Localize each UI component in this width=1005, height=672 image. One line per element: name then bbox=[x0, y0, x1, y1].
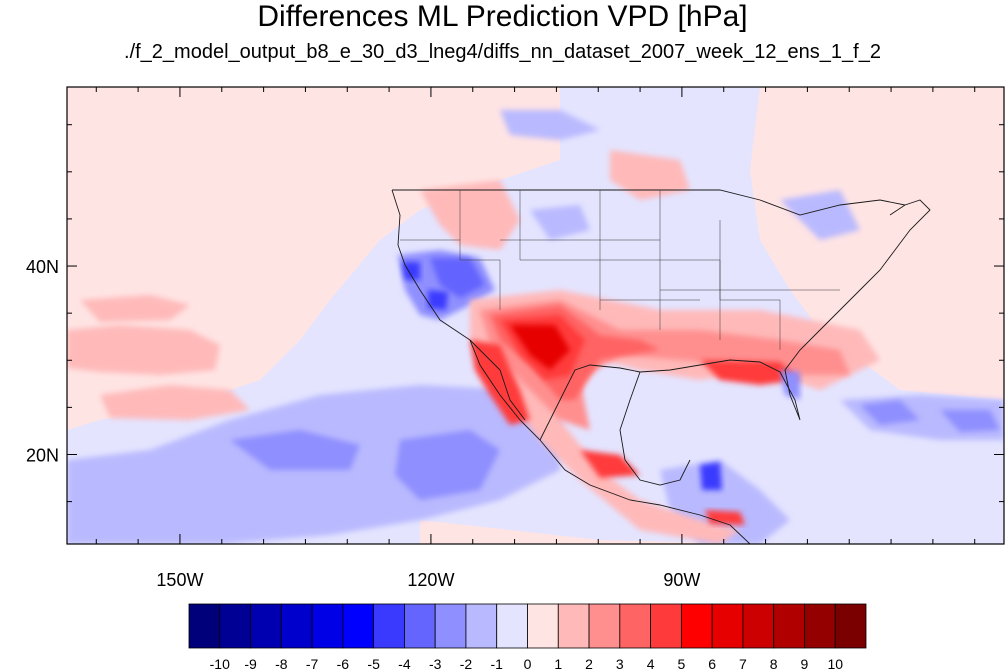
colorbar-swatch bbox=[342, 603, 375, 649]
colorbar-swatch bbox=[280, 603, 313, 649]
colorbar-swatch bbox=[188, 603, 221, 649]
colorbar-label: 7 bbox=[739, 656, 747, 672]
colorbar-label: -2 bbox=[460, 656, 473, 672]
colorbar-label: -4 bbox=[398, 656, 411, 672]
map-title: Differences ML Prediction VPD [hPa] bbox=[257, 0, 748, 33]
map-plot-area bbox=[67, 87, 1004, 544]
lon-tick-label: 90W bbox=[663, 570, 700, 590]
colorbar-swatch bbox=[219, 603, 251, 649]
colorbar-label: -9 bbox=[244, 656, 257, 672]
colorbar-label: 6 bbox=[708, 656, 716, 672]
lat-tick-label: 20N bbox=[26, 445, 59, 465]
colorbar: -10 -9 -8 -7 -6 -5 -4 -3 -2 -1 0 1 2 3 4 5 6 7 8 9 10 bbox=[188, 603, 867, 672]
colorbar-swatch bbox=[250, 603, 282, 649]
colorbar-label: -7 bbox=[306, 656, 319, 672]
colorbar-swatch bbox=[404, 603, 436, 649]
colorbar-swatch bbox=[773, 603, 805, 649]
colorbar-swatch bbox=[373, 603, 405, 649]
colorbar-label: -5 bbox=[367, 656, 380, 672]
colorbar-swatch bbox=[650, 603, 682, 649]
colorbar-swatch bbox=[680, 603, 713, 649]
colorbar-label: 1 bbox=[554, 656, 562, 672]
colorbar-swatch bbox=[619, 603, 651, 649]
colorbar-swatch bbox=[742, 603, 775, 649]
colorbar-label: 10 bbox=[827, 656, 843, 672]
colorbar-label: -6 bbox=[337, 656, 350, 672]
colorbar-label: -8 bbox=[275, 656, 288, 672]
colorbar-swatch bbox=[311, 603, 344, 649]
colorbar-label: 0 bbox=[524, 656, 532, 672]
colorbar-label: 5 bbox=[677, 656, 685, 672]
state-borders bbox=[400, 190, 840, 350]
colorbar-swatch bbox=[588, 603, 621, 649]
colorbar-label: 9 bbox=[801, 656, 809, 672]
colorbar-swatch bbox=[465, 603, 498, 649]
map-subtitle: ./f_2_model_output_b8_e_30_d3_lneg4/diff… bbox=[124, 41, 881, 63]
colorbar-swatch bbox=[496, 603, 528, 649]
colorbar-swatch bbox=[434, 603, 467, 649]
colorbar-swatch bbox=[834, 603, 867, 649]
longitude-ticks: 150W 120W 90W bbox=[95, 87, 976, 590]
colorbar-label: -1 bbox=[491, 656, 504, 672]
difference-field bbox=[67, 87, 1004, 544]
colorbar-label: 4 bbox=[647, 656, 655, 672]
lat-tick-label: 40N bbox=[26, 257, 59, 277]
colorbar-swatch bbox=[804, 603, 836, 649]
colorbar-swatch bbox=[527, 603, 559, 649]
lon-tick-label: 150W bbox=[156, 570, 203, 590]
colorbar-label: 3 bbox=[616, 656, 624, 672]
latitude-ticks: 40N 20N bbox=[26, 124, 1004, 503]
colorbar-swatch bbox=[557, 603, 590, 649]
colorbar-label: -10 bbox=[210, 656, 230, 672]
colorbar-swatch bbox=[711, 603, 744, 649]
lon-tick-label: 120W bbox=[407, 570, 454, 590]
map-frame bbox=[66, 86, 1005, 545]
colorbar-label: 8 bbox=[770, 656, 778, 672]
colorbar-label: 2 bbox=[585, 656, 593, 672]
colorbar-label: -3 bbox=[429, 656, 442, 672]
coastlines bbox=[391, 189, 931, 544]
